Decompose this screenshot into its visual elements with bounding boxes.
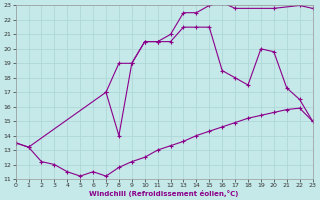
X-axis label: Windchill (Refroidissement éolien,°C): Windchill (Refroidissement éolien,°C)	[89, 190, 239, 197]
